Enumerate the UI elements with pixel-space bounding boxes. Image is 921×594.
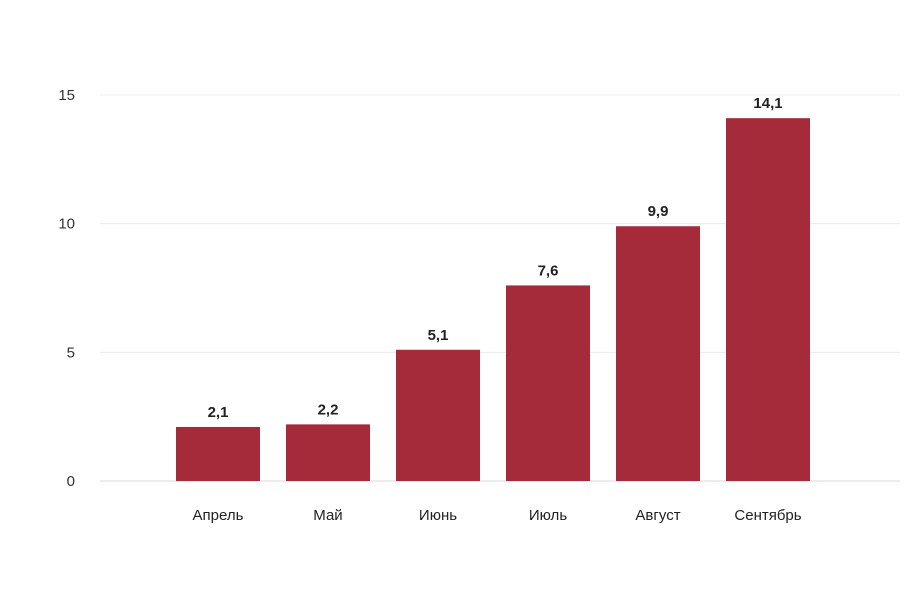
bar xyxy=(616,226,700,481)
y-tick-label: 15 xyxy=(58,87,75,104)
x-tick-label: Апрель xyxy=(193,507,244,524)
y-tick-label: 5 xyxy=(67,344,75,361)
bar xyxy=(506,285,590,481)
bar xyxy=(396,349,480,481)
bar xyxy=(176,426,260,481)
x-tick-label: Сентябрь xyxy=(734,507,801,524)
y-tick-label: 0 xyxy=(67,473,75,490)
x-tick-label: Июнь xyxy=(419,507,457,524)
data-labels: 2,1 2,2 5,1 7,6 9,9 14,1 xyxy=(208,95,783,421)
x-tick-label: Август xyxy=(635,507,680,524)
y-axis-ticks: 0 5 10 15 xyxy=(58,87,75,490)
data-label: 2,1 xyxy=(208,404,229,421)
x-tick-label: Июль xyxy=(529,507,567,524)
y-tick-label: 10 xyxy=(58,216,75,233)
data-label: 9,9 xyxy=(648,203,669,220)
data-label: 5,1 xyxy=(428,327,449,344)
data-label: 2,2 xyxy=(318,401,339,418)
bar xyxy=(726,118,810,481)
x-axis-categories: Апрель Май Июнь Июль Август Сентябрь xyxy=(193,507,802,524)
bars xyxy=(176,118,810,481)
bar xyxy=(286,424,370,481)
data-label: 14,1 xyxy=(753,95,782,112)
data-label: 7,6 xyxy=(538,262,559,279)
x-tick-label: Май xyxy=(313,507,342,524)
